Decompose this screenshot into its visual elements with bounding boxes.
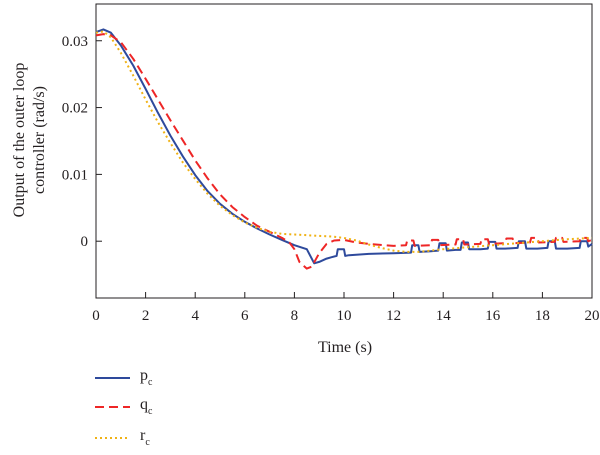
x-tick-label: 14 <box>436 308 452 324</box>
x-tick-label: 10 <box>337 308 352 324</box>
x-tick-label: 16 <box>485 308 501 324</box>
series-line-rc <box>95 30 593 253</box>
y-axis-title: Output of the outer loop controller (rad… <box>11 63 48 218</box>
x-tick-label: 20 <box>585 308 600 324</box>
x-tick-label: 6 <box>241 308 249 324</box>
x-tick-label: 4 <box>191 308 199 324</box>
legend-label-pc: pc <box>140 367 153 388</box>
x-tick-label: 8 <box>291 308 299 324</box>
y-tick-label: 0 <box>81 234 89 250</box>
legend-label-rc: rc <box>140 427 150 448</box>
x-tick-label: 18 <box>535 308 550 324</box>
x-tick-label: 12 <box>386 308 401 324</box>
legend-label-qc: qc <box>140 396 153 417</box>
x-tick-label: 0 <box>92 308 100 324</box>
x-axis-title: Time (s) <box>318 339 372 356</box>
series-layer <box>95 28 593 270</box>
y-tick-label: 0.02 <box>62 101 88 117</box>
y-tick-label: 0.03 <box>62 34 88 50</box>
series-line-pc <box>95 28 593 265</box>
x-tick-label: 2 <box>142 308 150 324</box>
y-axis-ticks: 0 0.01 0.02 0.03 <box>62 34 102 250</box>
legend: pc qc rc <box>95 367 153 448</box>
x-axis-ticks: 0 2 4 6 8 10 12 14 16 18 20 <box>92 292 600 324</box>
series-line-qc <box>95 33 593 270</box>
y-tick-label: 0.01 <box>62 167 88 183</box>
y-axis-title-line-2: controller (rad/s) <box>31 86 48 194</box>
y-axis-title-line-1: Output of the outer loop <box>11 63 28 218</box>
